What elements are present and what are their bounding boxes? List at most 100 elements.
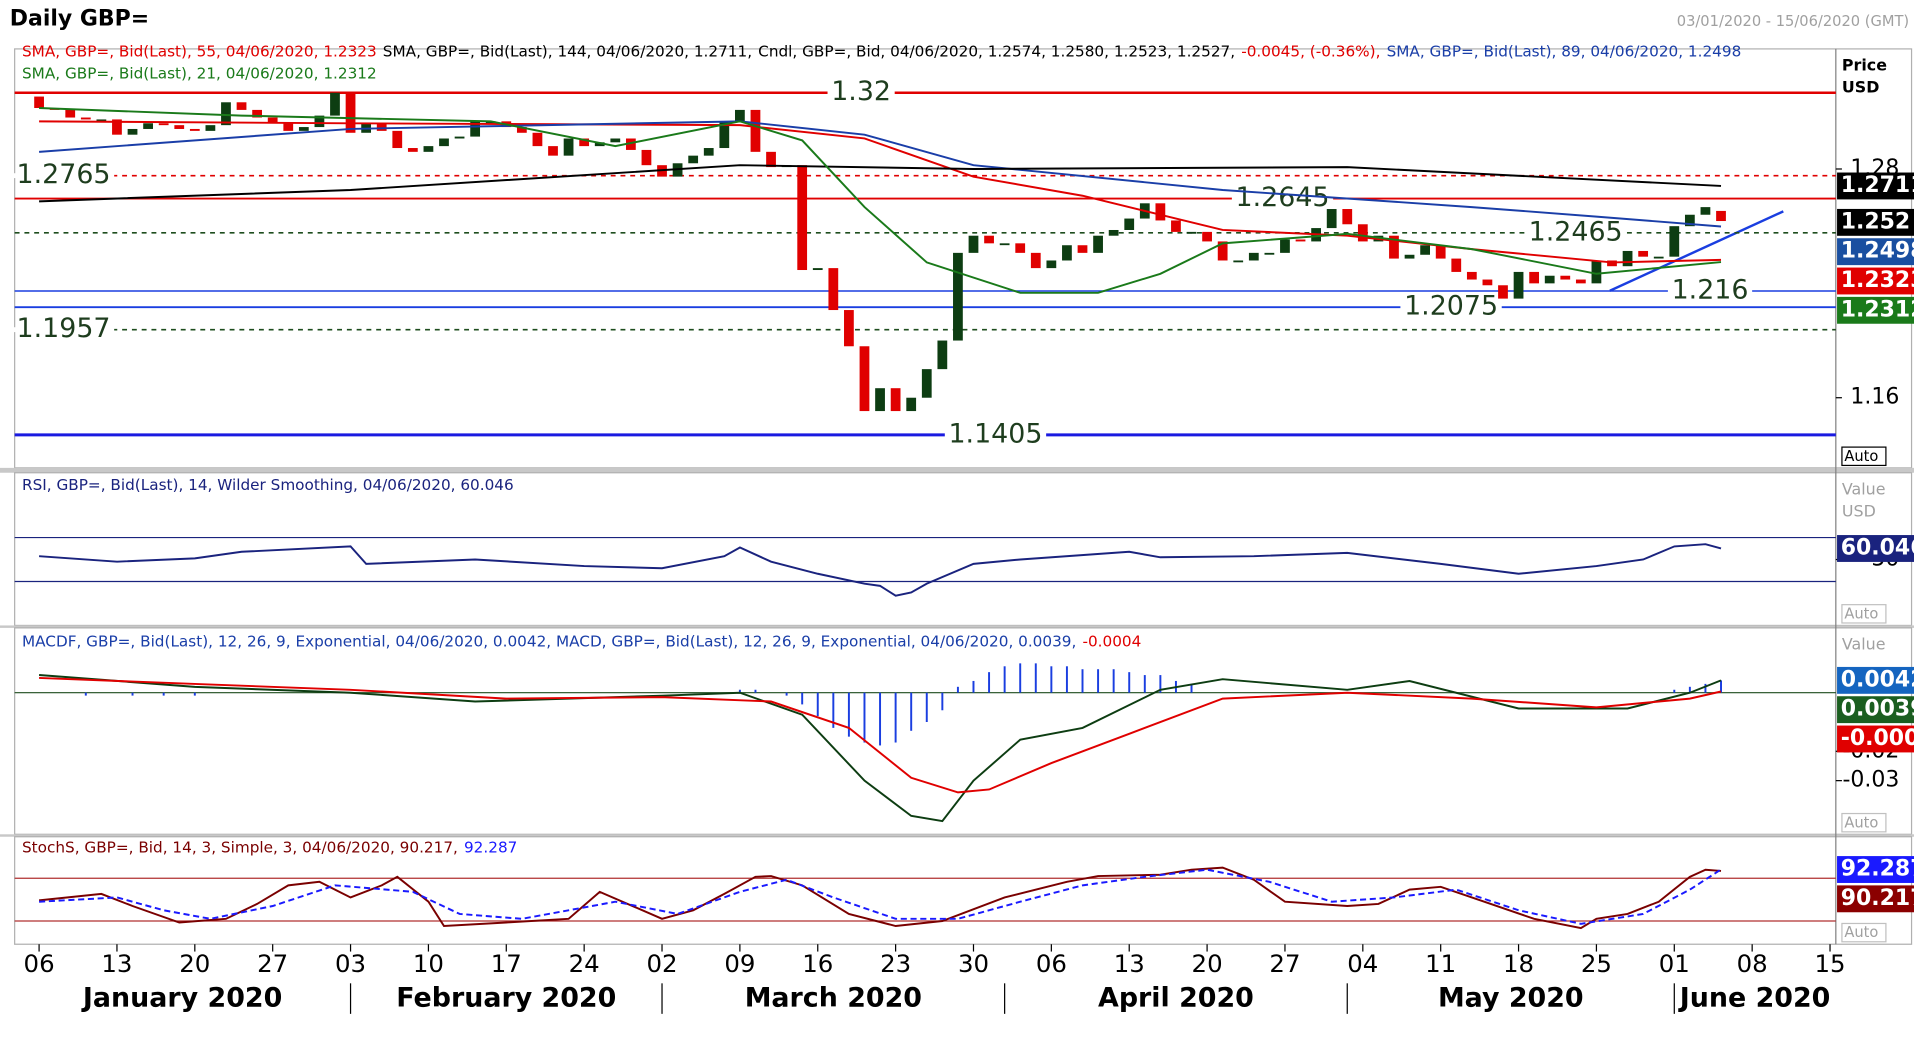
x-tick-label: 13 [1114, 949, 1145, 978]
auto-box [1841, 446, 1887, 467]
auto-box [1841, 812, 1887, 833]
value-box-label: -0.0004 [1841, 726, 1914, 751]
candle [1295, 239, 1306, 242]
candle [1513, 271, 1524, 299]
axis-title: USD [1842, 77, 1879, 96]
x-tick-label: 08 [1737, 949, 1768, 978]
candle [1326, 209, 1337, 229]
candle [688, 155, 699, 164]
candle [1248, 252, 1259, 261]
candle [267, 117, 278, 124]
level-label-bg [12, 327, 115, 333]
candle [158, 123, 169, 126]
candle [298, 127, 309, 131]
level-label-bg [1667, 288, 1753, 294]
candle [1217, 241, 1228, 261]
candle [828, 268, 839, 311]
candle [314, 115, 325, 128]
candle [999, 243, 1010, 246]
candle [407, 148, 418, 152]
x-tick-label: 20 [1192, 949, 1223, 978]
legend-entry: SMA, GBP=, Bid(Last), 21, 04/06/2020, 1.… [22, 64, 377, 82]
candle [921, 369, 932, 398]
candle [1186, 231, 1197, 234]
candle [96, 119, 107, 122]
candle [719, 121, 730, 149]
trend-line [1609, 210, 1784, 292]
candle [1202, 231, 1212, 242]
value-box [1837, 666, 1914, 694]
x-tick-label: 23 [880, 949, 911, 978]
candle [1420, 245, 1431, 255]
indicator-line [39, 164, 1722, 203]
legend-entry: SMA, GBP=, Bid(Last), 55, 04/06/2020, 1.… [22, 42, 377, 60]
value-box [1837, 296, 1914, 324]
axis-title: Value [1842, 479, 1886, 498]
candle [1435, 245, 1446, 259]
candle [1093, 235, 1103, 253]
panel-separator [0, 834, 1914, 837]
value-box [1837, 267, 1914, 295]
candle [984, 235, 994, 244]
candle [470, 121, 481, 137]
legend-entry: -0.0004 [1082, 632, 1141, 650]
value-box [1837, 238, 1914, 266]
candle [376, 123, 387, 131]
month-label: January 2020 [81, 983, 282, 1014]
legend-entry: 92.287 [464, 838, 517, 856]
level-label-bg [1400, 304, 1502, 310]
candle [1046, 260, 1057, 269]
candle [1669, 226, 1680, 257]
legend-entry: StochS, GBP=, Bid, 14, 3, Simple, 3, 04/… [22, 838, 458, 856]
legend-entry: RSI, GBP=, Bid(Last), 14, Wilder Smoothi… [22, 475, 514, 493]
indicator-line [39, 543, 1722, 597]
value-box-label: 1.2711 [1841, 173, 1914, 198]
candle [1357, 224, 1368, 242]
x-tick-label: 03 [335, 949, 366, 978]
candle [439, 138, 449, 147]
x-tick-label: 17 [491, 949, 522, 978]
date-range: 03/01/2020 - 15/06/2020 (GMT) [1677, 13, 1909, 30]
indicator-line [38, 866, 1722, 930]
legend-line: MACDF, GBP=, Bid(Last), 12, 26, 9, Expon… [22, 632, 1141, 650]
candle [968, 235, 979, 253]
candle [1233, 260, 1244, 263]
value-box [1837, 856, 1914, 883]
level-label: 1.216 [1672, 274, 1749, 305]
candle [1171, 220, 1181, 232]
candle [579, 138, 590, 147]
candle [112, 119, 122, 135]
candle [1544, 275, 1555, 284]
x-tick-label: 09 [724, 949, 755, 978]
candle [345, 92, 356, 133]
value-box-label: 92.287 [1841, 857, 1914, 882]
candle [454, 136, 465, 139]
candle [1264, 252, 1275, 255]
value-box [1837, 696, 1914, 724]
month-label: April 2020 [1098, 983, 1254, 1014]
x-tick-label: 27 [257, 949, 288, 978]
candle [127, 128, 138, 135]
candle [80, 117, 91, 120]
candle [548, 146, 558, 156]
x-tick-label: 25 [1581, 949, 1612, 978]
y-tick-label: -0.03 [1842, 768, 1899, 793]
candle [189, 128, 200, 131]
value-box [1837, 885, 1914, 913]
candle [937, 340, 948, 370]
candle [143, 123, 153, 129]
candle [750, 109, 761, 152]
value-box-label: 1.2312 [1841, 297, 1914, 322]
candle [610, 138, 621, 143]
month-label: February 2020 [396, 983, 616, 1014]
candle [1015, 243, 1026, 253]
candle [1529, 271, 1540, 284]
auto-button: Auto [1844, 605, 1878, 622]
candle [1716, 210, 1726, 222]
legend-entry: MACDF, GBP=, Bid(Last), 12, 26, 9, Expon… [22, 632, 1076, 650]
panel-separator [0, 467, 1914, 473]
candle [1700, 207, 1711, 215]
legend-entry: Cndl, GBP=, Bid, 04/06/2020, 1.2574, 1.2… [758, 42, 1235, 60]
candle [532, 132, 543, 147]
